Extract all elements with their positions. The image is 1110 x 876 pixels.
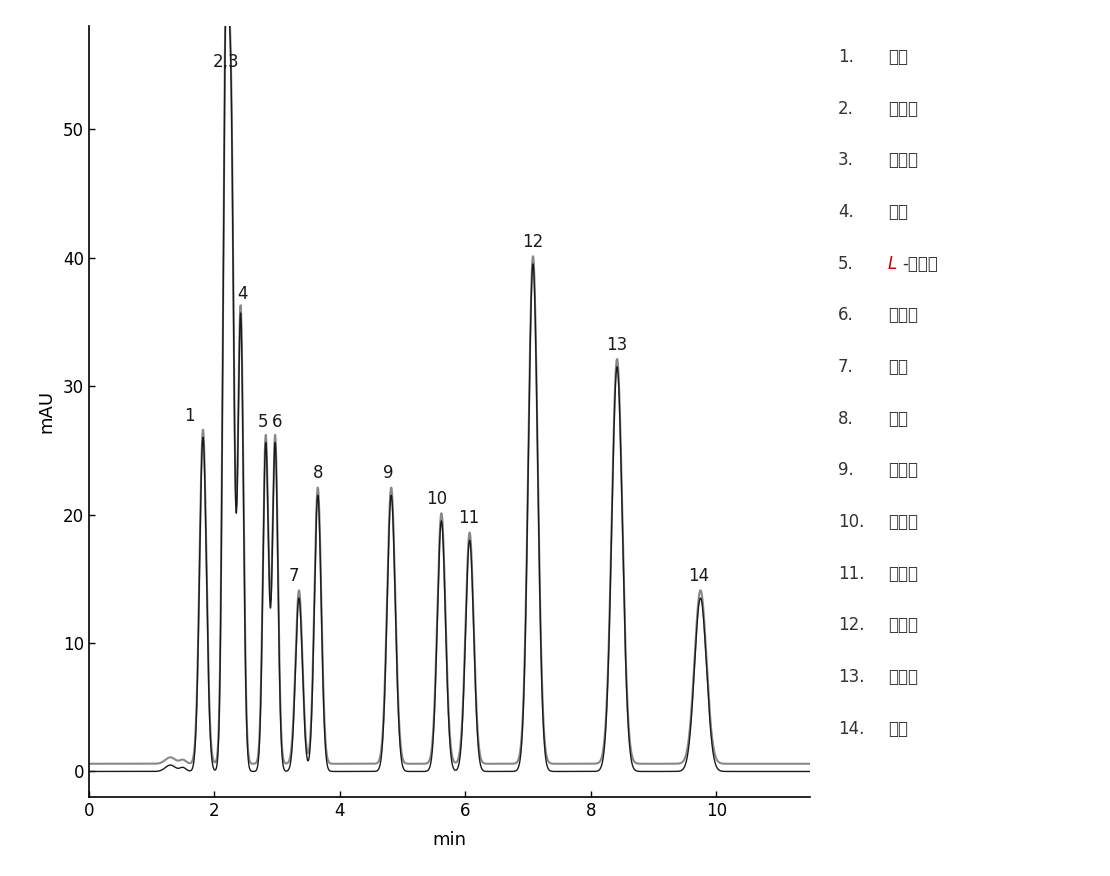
Text: 乳酸: 乳酸 xyxy=(888,358,908,376)
Text: 10: 10 xyxy=(426,490,447,508)
Text: 13: 13 xyxy=(606,336,627,354)
Text: 4.: 4. xyxy=(838,203,854,221)
Text: L: L xyxy=(888,255,897,272)
Text: 2,3: 2,3 xyxy=(212,53,239,71)
Text: 富马酸: 富马酸 xyxy=(888,617,918,634)
X-axis label: min: min xyxy=(433,831,466,849)
Text: 12: 12 xyxy=(523,233,544,251)
Text: -苹果酸: -苹果酸 xyxy=(902,255,938,272)
Text: 11.: 11. xyxy=(838,565,865,583)
Text: 9: 9 xyxy=(383,464,394,483)
Text: 丙二酸: 丙二酸 xyxy=(888,307,918,324)
Text: 8.: 8. xyxy=(838,410,854,427)
Text: 柠檬酸: 柠檬酸 xyxy=(888,513,918,531)
Text: 8: 8 xyxy=(313,464,323,483)
Text: 13.: 13. xyxy=(838,668,865,686)
Text: 9.: 9. xyxy=(838,462,854,479)
Text: 5.: 5. xyxy=(838,255,854,272)
Text: 1: 1 xyxy=(184,406,194,425)
Text: 14: 14 xyxy=(688,567,709,585)
Text: 乙酸: 乙酸 xyxy=(888,410,908,427)
Text: 琥珀酸: 琥珀酸 xyxy=(888,565,918,583)
Text: 6: 6 xyxy=(272,413,282,431)
Text: 12.: 12. xyxy=(838,617,865,634)
Text: 酒石酸: 酒石酸 xyxy=(888,100,918,117)
Text: 丙烯酸: 丙烯酸 xyxy=(888,668,918,686)
Text: 5: 5 xyxy=(258,413,268,431)
Text: 6.: 6. xyxy=(838,307,854,324)
Text: 3.: 3. xyxy=(838,152,854,169)
Text: 1.: 1. xyxy=(838,48,854,66)
Text: 草酸: 草酸 xyxy=(888,48,908,66)
Text: 11: 11 xyxy=(457,509,480,527)
Text: 丙酸: 丙酸 xyxy=(888,720,908,738)
Text: 14.: 14. xyxy=(838,720,865,738)
Text: 马来酸: 马来酸 xyxy=(888,462,918,479)
Text: 10.: 10. xyxy=(838,513,865,531)
Text: 乙醇酸: 乙醇酸 xyxy=(888,152,918,169)
Text: 甲酸: 甲酸 xyxy=(888,203,908,221)
Y-axis label: mAU: mAU xyxy=(38,390,56,434)
Text: 7: 7 xyxy=(289,567,300,585)
Text: 2.: 2. xyxy=(838,100,854,117)
Text: 4: 4 xyxy=(238,285,248,302)
Text: 7.: 7. xyxy=(838,358,854,376)
